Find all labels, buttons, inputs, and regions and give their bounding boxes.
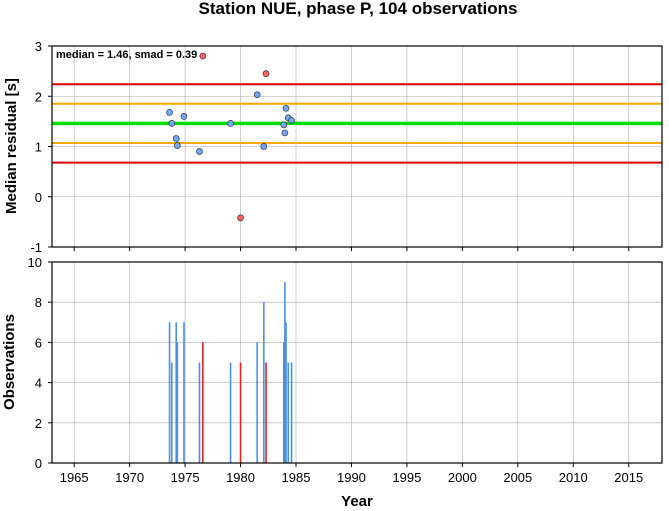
chart-title: Station NUE, phase P, 104 observations [198, 0, 517, 18]
residual-points [166, 52, 295, 222]
residual-point [172, 135, 180, 142]
x-tick-label: 1985 [282, 470, 311, 485]
observations-y-ticks: 0 2 4 6 8 10 [28, 255, 52, 471]
x-tick-label: 1970 [115, 470, 144, 485]
x-tick-label: 1965 [60, 470, 89, 485]
x-tick-label: 2005 [503, 470, 532, 485]
residual-y-tick-label: 2 [35, 89, 42, 104]
residual-point [253, 91, 261, 99]
residual-point [168, 120, 176, 127]
residual-panel: -1 0 1 2 3 median = 1.46, smad = 0.39 Median… [3, 39, 663, 255]
observations-y-tick-label: 8 [35, 295, 42, 310]
observations-y-tick-label: 4 [35, 376, 42, 391]
residual-point [281, 129, 289, 137]
outlier-point [199, 52, 207, 60]
residual-y-tick-label: 0 [35, 190, 42, 205]
residual-y-label: Median residual [s] [3, 78, 20, 214]
residual-threshold-lines [52, 83, 662, 164]
residual-y-tick-label: -1 [30, 240, 42, 255]
x-tick-label: 1995 [392, 470, 421, 485]
median-annotation: median = 1.46, smad = 0.39 [56, 49, 197, 61]
residual-point [196, 148, 203, 155]
observations-y-label: Observations [1, 314, 18, 410]
outlier-point [237, 214, 244, 222]
residual-point [282, 104, 290, 112]
residual-point [180, 112, 188, 120]
observations-y-tick-label: 10 [28, 255, 42, 270]
residual-grid [52, 45, 662, 248]
x-tick-label: 1975 [171, 470, 200, 485]
outlier-point [262, 70, 270, 77]
x-tick-label: 1990 [337, 470, 366, 485]
residual-y-ticks: -1 0 1 2 3 [30, 39, 52, 255]
residual-point [173, 142, 181, 149]
x-tick-label: 1980 [226, 470, 255, 485]
residual-point [260, 143, 268, 150]
x-tick-label: 2000 [448, 470, 477, 485]
observations-y-tick-label: 2 [35, 416, 42, 431]
residual-point [288, 117, 295, 124]
x-axis-label: Year [341, 493, 373, 510]
residual-x-tickmarks [73, 247, 630, 251]
residual-point [166, 108, 173, 116]
observations-x-ticks: 1965 1970 1975 1980 1985 1990 1995 2000 2005 2010… [60, 463, 643, 485]
residual-point [280, 121, 288, 129]
observations-y-tick-label: 0 [35, 456, 42, 471]
x-tick-label: 2015 [614, 470, 643, 485]
observations-bars [168, 282, 293, 463]
observations-panel: 0 2 4 6 8 10 1965 1970 1975 1980 1985 1990 1995 2000… [1, 255, 663, 510]
residual-y-tick-label: 1 [35, 140, 42, 155]
residual-y-tick-label: 3 [35, 39, 42, 54]
observations-y-tick-label: 6 [35, 335, 42, 350]
residual-point [227, 120, 234, 127]
observations-frame [51, 261, 663, 464]
observations-grid [52, 261, 662, 464]
x-tick-label: 2010 [559, 470, 588, 485]
